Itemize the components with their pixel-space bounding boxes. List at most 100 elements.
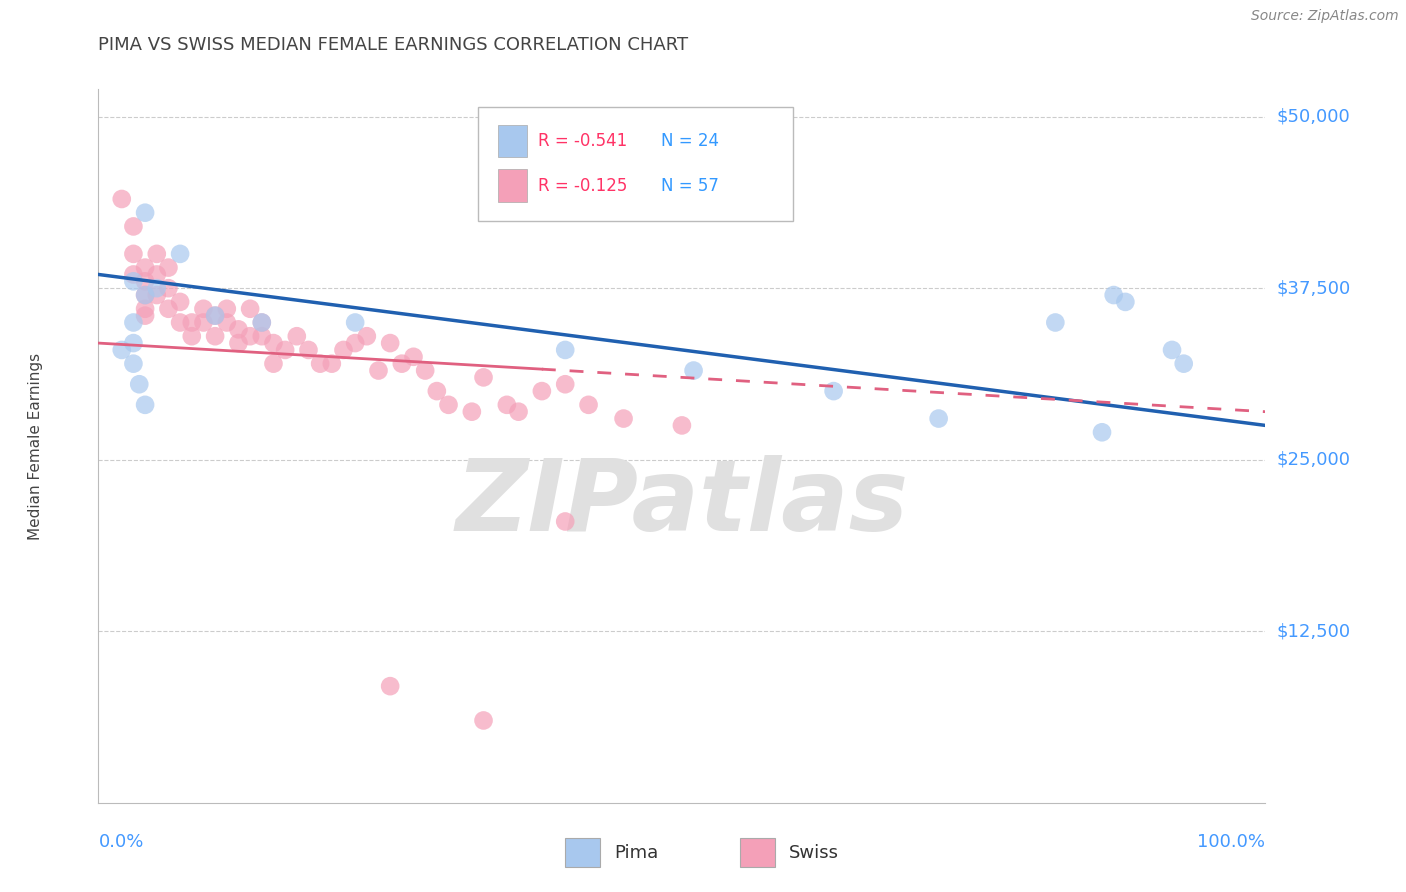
Point xyxy=(530,384,553,398)
Point xyxy=(426,384,449,398)
Point xyxy=(122,268,145,282)
Point xyxy=(554,377,576,392)
Point xyxy=(262,357,284,371)
Point xyxy=(204,309,226,323)
Point xyxy=(215,301,238,316)
Point xyxy=(380,679,402,693)
Text: $25,000: $25,000 xyxy=(1277,450,1351,468)
Point xyxy=(554,515,576,529)
Point xyxy=(413,363,436,377)
Point xyxy=(1161,343,1184,357)
Point xyxy=(134,301,156,316)
Point xyxy=(122,336,145,351)
Point xyxy=(146,247,169,261)
Point xyxy=(169,294,191,309)
Point xyxy=(554,343,576,357)
Text: R = -0.125: R = -0.125 xyxy=(538,177,627,194)
Point xyxy=(128,377,150,392)
Point xyxy=(285,329,308,343)
Point xyxy=(356,329,378,343)
Point xyxy=(262,336,284,351)
Point xyxy=(193,301,215,316)
Text: ZIPatlas: ZIPatlas xyxy=(456,455,908,551)
Point xyxy=(496,398,519,412)
Point xyxy=(344,316,367,330)
FancyBboxPatch shape xyxy=(498,125,527,157)
Point xyxy=(250,316,273,330)
Text: N = 24: N = 24 xyxy=(661,132,718,150)
Point xyxy=(204,329,226,343)
Point xyxy=(472,714,495,728)
Text: PIMA VS SWISS MEDIAN FEMALE EARNINGS CORRELATION CHART: PIMA VS SWISS MEDIAN FEMALE EARNINGS COR… xyxy=(98,36,689,54)
Point xyxy=(250,329,273,343)
Point xyxy=(228,322,250,336)
Point xyxy=(180,316,202,330)
Point xyxy=(134,398,156,412)
Text: $50,000: $50,000 xyxy=(1277,108,1350,126)
Point xyxy=(309,357,332,371)
Point xyxy=(134,274,156,288)
Point xyxy=(146,268,169,282)
Text: 100.0%: 100.0% xyxy=(1198,833,1265,851)
Point xyxy=(1091,425,1114,440)
Point xyxy=(344,336,367,351)
Point xyxy=(274,343,297,357)
Point xyxy=(111,192,134,206)
Text: N = 57: N = 57 xyxy=(661,177,718,194)
FancyBboxPatch shape xyxy=(478,107,793,221)
Point xyxy=(215,316,238,330)
Point xyxy=(122,219,145,234)
Text: $12,500: $12,500 xyxy=(1277,623,1351,640)
Point xyxy=(169,316,191,330)
Point xyxy=(321,357,343,371)
Point xyxy=(134,309,156,323)
Point xyxy=(180,329,202,343)
Point xyxy=(122,247,145,261)
Point xyxy=(122,357,145,371)
Point xyxy=(239,301,262,316)
Point xyxy=(157,281,180,295)
Point xyxy=(297,343,319,357)
Point xyxy=(146,281,169,295)
Point xyxy=(134,205,156,219)
Text: Swiss: Swiss xyxy=(789,844,839,862)
Point xyxy=(1102,288,1125,302)
Point xyxy=(928,411,950,425)
Point xyxy=(1114,294,1136,309)
Point xyxy=(367,363,389,377)
Point xyxy=(613,411,636,425)
Point xyxy=(1173,357,1195,371)
Point xyxy=(239,329,262,343)
FancyBboxPatch shape xyxy=(565,838,600,867)
Point xyxy=(157,301,180,316)
Point xyxy=(823,384,845,398)
Point xyxy=(402,350,425,364)
Text: R = -0.541: R = -0.541 xyxy=(538,132,627,150)
Point xyxy=(122,274,145,288)
Point xyxy=(671,418,693,433)
Point xyxy=(111,343,134,357)
Point xyxy=(437,398,460,412)
Text: $37,500: $37,500 xyxy=(1277,279,1351,297)
FancyBboxPatch shape xyxy=(498,169,527,202)
Point xyxy=(578,398,600,412)
Point xyxy=(682,363,704,377)
Point xyxy=(134,260,156,275)
Text: Source: ZipAtlas.com: Source: ZipAtlas.com xyxy=(1251,9,1399,23)
Point xyxy=(169,247,191,261)
Point xyxy=(193,316,215,330)
Text: Median Female Earnings: Median Female Earnings xyxy=(28,352,44,540)
Point xyxy=(228,336,250,351)
Point xyxy=(391,357,413,371)
Text: 0.0%: 0.0% xyxy=(98,833,143,851)
Point xyxy=(122,316,145,330)
Point xyxy=(157,260,180,275)
Point xyxy=(134,288,156,302)
Point xyxy=(1045,316,1067,330)
Point xyxy=(380,336,402,351)
Point xyxy=(508,405,530,419)
Point xyxy=(332,343,354,357)
Point xyxy=(134,288,156,302)
Point xyxy=(472,370,495,384)
FancyBboxPatch shape xyxy=(741,838,775,867)
